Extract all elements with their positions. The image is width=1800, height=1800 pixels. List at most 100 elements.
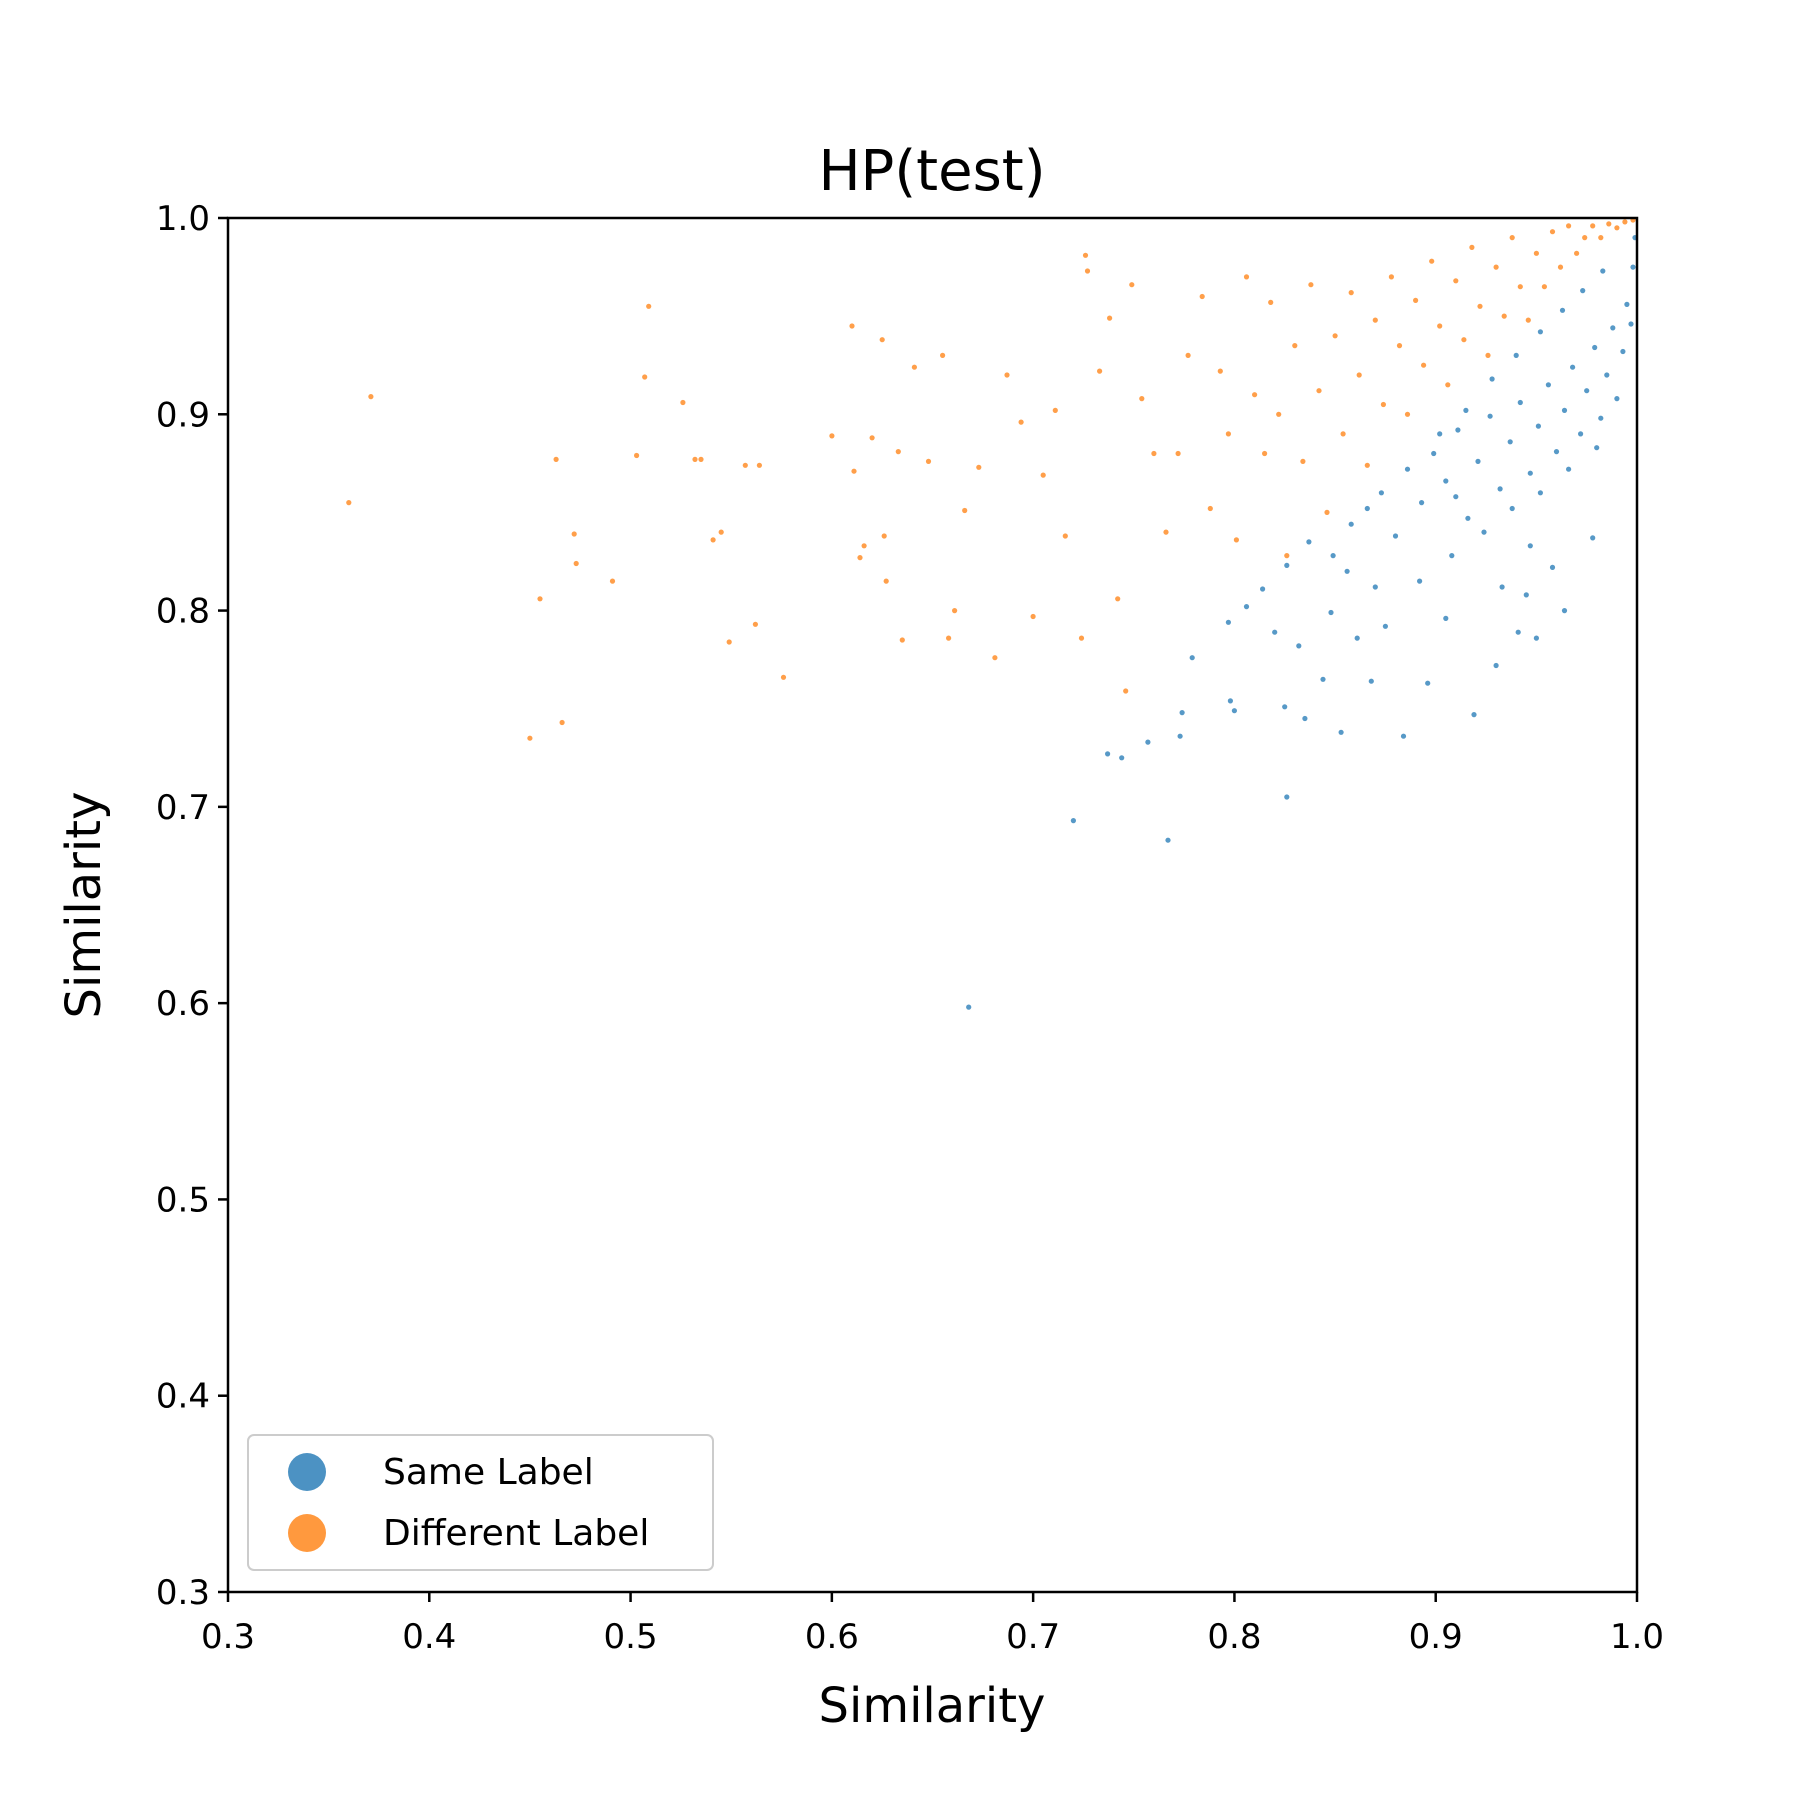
point-different-label-60 — [1199, 293, 1205, 300]
point-same-label-7 — [1177, 733, 1183, 739]
point-different-label-59 — [1185, 352, 1191, 358]
point-different-label-109 — [1598, 235, 1604, 241]
point-same-label-56 — [1545, 382, 1551, 388]
point-same-label-2 — [1165, 837, 1171, 843]
point-same-label-31 — [1533, 635, 1539, 641]
point-same-label-24 — [1272, 629, 1278, 635]
point-different-label-21 — [780, 674, 787, 680]
point-different-label-94 — [1477, 303, 1483, 309]
point-different-label-87 — [1421, 362, 1427, 368]
point-different-label-48 — [1082, 252, 1089, 258]
point-same-label-55 — [1535, 423, 1541, 429]
point-same-label-37 — [1306, 539, 1312, 545]
point-different-label-42 — [1018, 419, 1024, 425]
point-same-label-20 — [1189, 655, 1195, 661]
point-different-label-69 — [1276, 411, 1282, 417]
point-different-label-6 — [571, 531, 577, 537]
point-different-label-93 — [1469, 244, 1475, 250]
point-different-label-98 — [1509, 235, 1515, 241]
point-different-label-86 — [1413, 297, 1419, 303]
point-different-label-67 — [1262, 450, 1268, 457]
point-same-label-89 — [1527, 543, 1533, 549]
point-same-label-42 — [1392, 533, 1399, 539]
point-same-label-14 — [1400, 733, 1407, 739]
point-same-label-70 — [1630, 264, 1636, 270]
x-axis: 0.3 0.4 0.5 0.6 0.7 0.8 0.9 1.0 — [201, 1592, 1664, 1657]
point-different-label-106 — [1574, 250, 1580, 256]
point-same-label-90 — [1372, 584, 1378, 590]
point-same-label-27 — [1354, 635, 1360, 641]
point-different-label-107 — [1582, 235, 1588, 241]
point-different-label-44 — [1040, 472, 1046, 478]
point-same-label-18 — [1425, 680, 1431, 686]
point-different-label-26 — [861, 543, 867, 549]
point-different-label-71 — [1292, 343, 1298, 349]
point-same-label-35 — [1590, 535, 1596, 541]
point-different-label-78 — [1348, 290, 1354, 296]
point-same-label-23 — [1260, 586, 1266, 592]
point-same-label-8 — [1179, 710, 1185, 716]
point-different-label-91 — [1453, 278, 1459, 284]
legend-marker-same-label — [288, 1453, 326, 1491]
x-axis-label: Similarity — [819, 1678, 1046, 1734]
point-same-label-59 — [1570, 364, 1576, 370]
point-same-label-33 — [1523, 592, 1529, 598]
point-different-label-105 — [1566, 223, 1572, 229]
points-layer — [346, 217, 1638, 1010]
point-different-label-102 — [1541, 284, 1547, 290]
x-tick-label-6: 0.9 — [1409, 1617, 1463, 1657]
point-same-label-0 — [966, 1004, 972, 1010]
point-different-label-64 — [1233, 537, 1239, 543]
point-different-label-50 — [1097, 368, 1103, 374]
x-tick-label-2: 0.5 — [604, 1617, 658, 1657]
point-same-label-64 — [1604, 372, 1610, 378]
point-different-label-8 — [609, 578, 616, 584]
point-same-label-68 — [1624, 301, 1630, 307]
point-different-label-84 — [1396, 343, 1403, 349]
point-different-label-41 — [1004, 372, 1010, 378]
point-same-label-82 — [1509, 505, 1515, 512]
point-different-label-103 — [1549, 229, 1556, 235]
point-different-label-39 — [976, 464, 982, 470]
point-different-label-29 — [881, 533, 887, 539]
point-same-label-22 — [1243, 604, 1250, 610]
point-different-label-34 — [925, 458, 932, 464]
point-different-label-17 — [726, 639, 732, 645]
point-same-label-69 — [1628, 321, 1634, 327]
point-different-label-3 — [537, 596, 543, 602]
point-different-label-4 — [553, 456, 559, 462]
point-different-label-58 — [1175, 450, 1181, 457]
point-different-label-57 — [1163, 529, 1169, 535]
y-tick-label-3: 0.6 — [156, 984, 210, 1024]
point-same-label-36 — [1284, 562, 1290, 569]
x-tick-label-0: 0.3 — [201, 1617, 255, 1657]
point-same-label-45 — [1431, 450, 1437, 457]
point-different-label-52 — [1115, 596, 1121, 602]
point-same-label-67 — [1620, 348, 1626, 355]
point-same-label-58 — [1561, 407, 1568, 413]
point-different-label-25 — [857, 555, 863, 561]
point-same-label-3 — [1284, 794, 1290, 800]
point-same-label-11 — [1282, 704, 1288, 710]
point-different-label-77 — [1340, 431, 1346, 437]
point-same-label-83 — [1537, 490, 1543, 496]
point-different-label-55 — [1139, 396, 1145, 402]
point-different-label-76 — [1332, 333, 1338, 339]
point-same-label-51 — [1497, 486, 1503, 492]
point-different-label-32 — [899, 637, 905, 643]
point-same-label-54 — [1527, 470, 1533, 476]
point-same-label-6 — [1145, 739, 1151, 745]
point-same-label-40 — [1364, 505, 1370, 512]
point-different-label-82 — [1380, 401, 1386, 408]
point-different-label-74 — [1316, 388, 1322, 394]
legend: Same Label Different Label — [247, 1434, 714, 1571]
point-different-label-13 — [692, 456, 698, 462]
point-same-label-85 — [1594, 445, 1600, 451]
point-different-label-12 — [680, 399, 686, 406]
point-different-label-19 — [752, 621, 759, 627]
legend-label-different-label: Different Label — [383, 1513, 649, 1554]
point-different-label-16 — [718, 529, 724, 535]
y-axis-label: Similarity — [56, 792, 112, 1019]
point-same-label-49 — [1475, 458, 1481, 464]
point-same-label-50 — [1487, 413, 1493, 419]
